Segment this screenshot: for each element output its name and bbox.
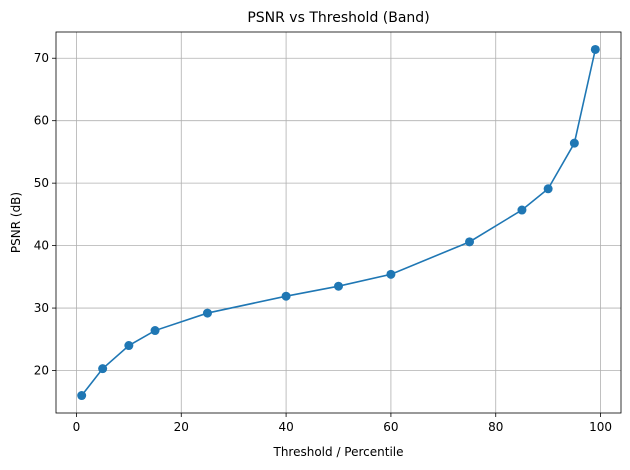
data-point xyxy=(77,391,87,401)
data-point xyxy=(517,205,527,215)
data-point xyxy=(202,308,212,318)
data-point xyxy=(386,269,396,279)
ticks-layer: 0 20 40 60 80 100 20 30 40 50 60 70 xyxy=(34,51,612,434)
x-tick-label: 20 xyxy=(174,420,189,434)
data-point xyxy=(543,184,553,194)
x-axis-label: Threshold / Percentile xyxy=(272,445,403,459)
data-point xyxy=(334,281,343,291)
y-tick-label: 70 xyxy=(34,51,49,65)
y-tick-label: 30 xyxy=(34,301,49,315)
data-point xyxy=(465,237,475,247)
data-point xyxy=(98,364,108,374)
data-point xyxy=(590,44,600,54)
y-axis-label: PSNR (dB) xyxy=(9,192,23,253)
y-tick-label: 50 xyxy=(34,176,49,190)
y-tick-label: 40 xyxy=(34,239,49,253)
x-tick-label: 0 xyxy=(73,420,81,434)
x-tick-label: 100 xyxy=(589,420,612,434)
data-point xyxy=(281,291,291,301)
data-point xyxy=(569,138,579,148)
grid-layer xyxy=(56,32,621,413)
plot-frame xyxy=(55,31,622,414)
series-layer xyxy=(77,44,600,401)
y-tick-label: 60 xyxy=(34,114,49,128)
data-point xyxy=(124,341,134,351)
data-point xyxy=(150,326,160,336)
x-tick-label: 60 xyxy=(383,420,398,434)
chart-title: PSNR vs Threshold (Band) xyxy=(247,10,429,26)
x-tick-label: 80 xyxy=(488,420,503,434)
series-line xyxy=(81,49,597,397)
x-tick-label: 40 xyxy=(278,420,293,434)
y-tick-label: 20 xyxy=(34,364,49,378)
